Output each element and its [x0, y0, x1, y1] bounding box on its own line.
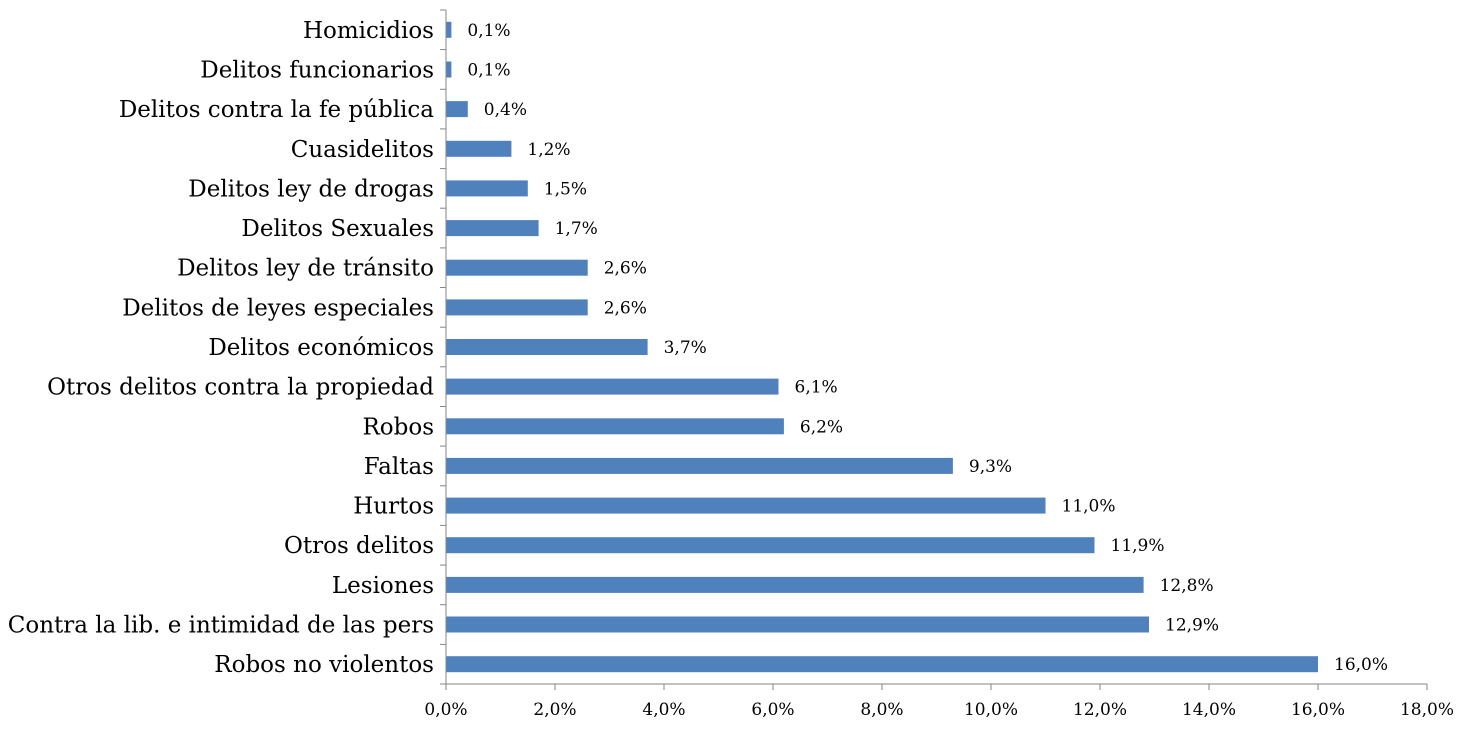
- category-label: Contra la lib. e intimidad de las pers: [8, 613, 434, 639]
- category-label: Robos: [362, 414, 434, 440]
- bar: [446, 616, 1149, 633]
- bar: [446, 656, 1318, 673]
- data-label: 6,1%: [795, 378, 838, 398]
- bar: [446, 378, 779, 395]
- data-label: 6,2%: [800, 417, 843, 437]
- x-tick-label: 12,0%: [1073, 700, 1127, 720]
- category-label: Delitos ley de drogas: [188, 176, 434, 202]
- x-tick-label: 8,0%: [860, 700, 903, 720]
- data-label: 3,7%: [664, 338, 707, 358]
- bar: [446, 220, 539, 237]
- category-label: Delitos de leyes especiales: [122, 295, 434, 321]
- data-label: 0,1%: [467, 61, 510, 81]
- labels: Homicidios 0,1% Delitos funcionarios 0,1% De…: [8, 18, 1454, 720]
- data-label: 0,1%: [467, 21, 510, 41]
- x-tick-label: 4,0%: [642, 700, 685, 720]
- data-label: 2,6%: [604, 259, 647, 279]
- bar: [446, 180, 528, 197]
- data-label: 16,0%: [1334, 655, 1388, 675]
- bar: [446, 140, 512, 157]
- category-label: Otros delitos: [284, 533, 434, 559]
- bar: [446, 576, 1144, 593]
- category-label: Robos no violentos: [214, 652, 434, 678]
- bar: [446, 457, 953, 474]
- data-label: 9,3%: [969, 457, 1012, 477]
- data-label: 11,9%: [1111, 536, 1165, 556]
- category-label: Lesiones: [332, 573, 434, 599]
- bar: [446, 497, 1046, 514]
- data-label: 12,9%: [1165, 616, 1219, 636]
- x-tick-label: 14,0%: [1182, 700, 1236, 720]
- x-tick-label: 16,0%: [1291, 700, 1345, 720]
- data-label: 1,5%: [544, 179, 587, 199]
- bar: [446, 101, 468, 118]
- x-tick-label: 6,0%: [751, 700, 794, 720]
- data-label: 11,0%: [1062, 497, 1116, 517]
- bar: [446, 418, 784, 435]
- category-label: Otros delitos contra la propiedad: [47, 375, 434, 401]
- data-label: 2,6%: [604, 298, 647, 318]
- x-tick-label: 2,0%: [533, 700, 576, 720]
- bar: [446, 21, 452, 38]
- data-label: 12,8%: [1160, 576, 1214, 596]
- category-label: Cuasidelitos: [291, 137, 434, 163]
- bar: [446, 61, 452, 78]
- category-label: Faltas: [364, 454, 434, 480]
- bar: [446, 299, 588, 316]
- category-label: Delitos contra la fe pública: [119, 97, 434, 123]
- x-tick-label: 18,0%: [1400, 700, 1454, 720]
- bar: [446, 259, 588, 276]
- category-label: Delitos funcionarios: [200, 58, 434, 84]
- category-label: Hurtos: [353, 494, 434, 520]
- bar: [446, 339, 648, 355]
- x-tick-label: 0,0%: [424, 700, 467, 720]
- data-label: 1,2%: [527, 140, 570, 160]
- x-tick-label: 10,0%: [964, 700, 1018, 720]
- bars: [446, 21, 1318, 673]
- category-label: Homicidios: [303, 18, 434, 44]
- category-label: Delitos Sexuales: [241, 216, 434, 242]
- bar: [446, 537, 1095, 554]
- category-label: Delitos ley de tránsito: [177, 256, 434, 282]
- data-label: 1,7%: [555, 219, 598, 239]
- data-label: 0,4%: [484, 100, 527, 120]
- category-label: Delitos económicos: [208, 335, 434, 361]
- axes: [440, 9, 1428, 690]
